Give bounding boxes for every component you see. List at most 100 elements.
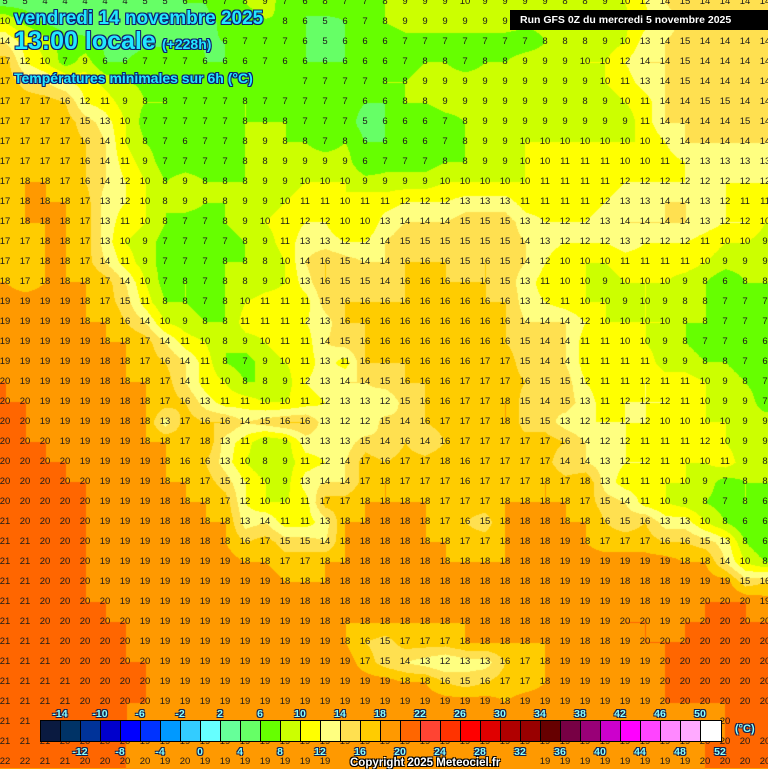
grid-value: 21 [0, 537, 10, 547]
grid-value: 9 [182, 177, 187, 187]
color-scale-label: 40 [594, 747, 606, 758]
grid-value: 19 [280, 637, 291, 647]
grid-value: 9 [442, 77, 447, 87]
grid-value: 9 [442, 0, 447, 7]
grid-value: 19 [100, 537, 111, 547]
grid-value: 13 [640, 77, 651, 87]
grid-value: 15 [680, 0, 691, 7]
grid-value: 10 [140, 217, 151, 227]
grid-value: 13 [620, 237, 631, 247]
grid-value: 10 [620, 97, 631, 107]
grid-value: 11 [320, 197, 330, 207]
grid-value: 19 [600, 657, 611, 667]
grid-value: 18 [500, 637, 511, 647]
grid-value: 19 [300, 637, 311, 647]
grid-value: 19 [160, 677, 171, 687]
grid-value: 18 [340, 617, 351, 627]
grid-value: 18 [120, 377, 131, 387]
grid-value: 19 [140, 577, 151, 587]
grid-value: 19 [580, 557, 591, 567]
color-scale-swatch [301, 721, 321, 741]
grid-value: 17 [80, 257, 91, 267]
grid-value: 13 [480, 197, 491, 207]
grid-value: 10 [280, 277, 291, 287]
grid-value: 8 [222, 337, 227, 347]
grid-value: 13 [320, 357, 331, 367]
grid-value: 19 [360, 697, 371, 707]
grid-value: 19 [160, 657, 171, 667]
grid-value: 19 [260, 757, 271, 767]
grid-value: 16 [360, 337, 371, 347]
grid-value: 6 [382, 37, 387, 47]
grid-value: 13 [220, 457, 231, 467]
grid-value: 10 [120, 117, 131, 127]
grid-value: 19 [420, 697, 431, 707]
grid-value: 13 [300, 437, 311, 447]
grid-value: 7 [722, 497, 727, 507]
grid-value: 19 [580, 677, 591, 687]
grid-value: 18 [140, 417, 151, 427]
grid-value: 8 [182, 297, 187, 307]
grid-value: 18 [100, 337, 111, 347]
grid-value: 18 [340, 577, 351, 587]
grid-value: 10 [620, 37, 631, 47]
grid-value: 11 [640, 477, 650, 487]
color-scale-swatch [541, 721, 561, 741]
grid-value: 15 [500, 277, 511, 287]
grid-value: 5 [322, 37, 327, 47]
grid-value: 19 [40, 417, 51, 427]
grid-value: 7 [762, 317, 767, 327]
grid-value: 8 [262, 437, 267, 447]
grid-value: 16 [380, 297, 391, 307]
grid-value: 8 [242, 157, 247, 167]
grid-value: 8 [582, 97, 587, 107]
grid-value: 11 [660, 377, 670, 387]
grid-value: 7 [282, 37, 287, 47]
grid-value: 18 [520, 537, 531, 547]
color-scale-swatch [381, 721, 401, 741]
grid-value: 6 [402, 137, 407, 147]
grid-value: 13 [160, 417, 171, 427]
grid-value: 17 [420, 637, 431, 647]
grid-value: 16 [280, 417, 291, 427]
grid-value: 18 [440, 577, 451, 587]
grid-value: 16 [400, 297, 411, 307]
grid-value: 6 [102, 57, 107, 67]
grid-value: 19 [260, 677, 271, 687]
grid-value: 20 [120, 637, 131, 647]
grid-value: 10 [680, 457, 691, 467]
grid-value: 19 [520, 697, 531, 707]
grid-value: 9 [502, 0, 507, 7]
grid-value: 18 [180, 497, 191, 507]
grid-value: 7 [202, 117, 207, 127]
grid-value: 19 [320, 637, 331, 647]
grid-value: 6 [242, 57, 247, 67]
grid-value: 8 [242, 277, 247, 287]
grid-value: 10 [520, 137, 531, 147]
grid-value: 16 [380, 357, 391, 367]
grid-value: 19 [200, 597, 211, 607]
grid-value: 10 [280, 197, 291, 207]
grid-value: 12 [20, 57, 31, 67]
grid-value: 20 [740, 697, 751, 707]
grid-value: 10 [260, 477, 271, 487]
grid-value: 17 [460, 417, 471, 427]
grid-value: 8 [222, 217, 227, 227]
grid-value: 19 [100, 477, 111, 487]
grid-value: 17 [540, 457, 551, 467]
grid-value: 19 [600, 617, 611, 627]
grid-value: 12 [660, 397, 671, 407]
grid-value: 7 [202, 97, 207, 107]
grid-value: 6 [302, 17, 307, 27]
grid-value: 11 [300, 297, 310, 307]
grid-value: 20 [80, 597, 91, 607]
grid-value: 17 [620, 537, 631, 547]
grid-value: 16 [320, 277, 331, 287]
grid-value: 13 [360, 397, 371, 407]
grid-value: 15 [540, 417, 551, 427]
grid-value: 17 [100, 277, 111, 287]
grid-value: 12 [580, 237, 591, 247]
grid-value: 11 [760, 197, 768, 207]
grid-value: 17 [0, 117, 10, 127]
grid-value: 17 [440, 497, 451, 507]
